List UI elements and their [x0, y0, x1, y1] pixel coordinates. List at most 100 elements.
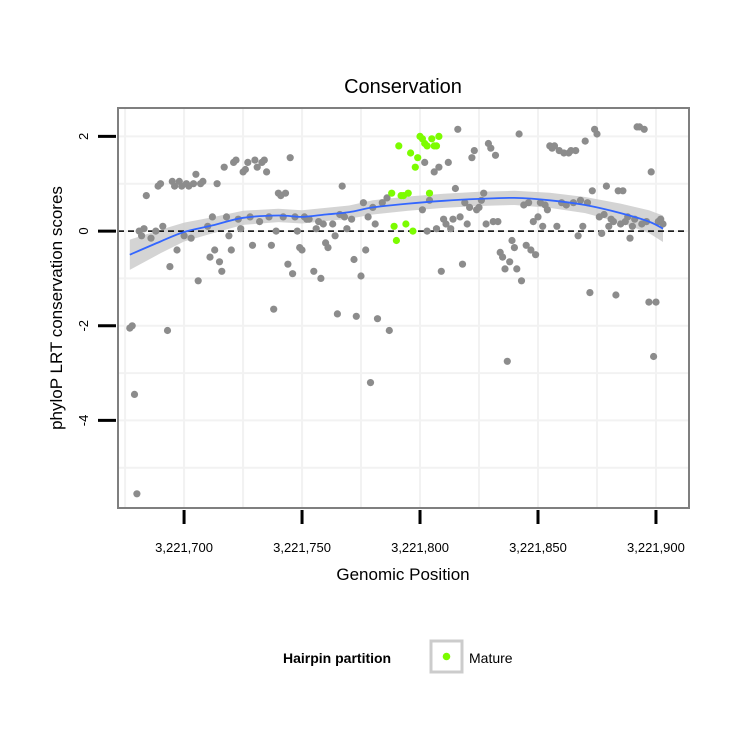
y-tick-label: -4: [76, 415, 91, 427]
data-point-other: [171, 182, 179, 190]
data-point-other: [451, 184, 459, 193]
data-point-other: [463, 220, 471, 228]
data-point-other: [281, 189, 290, 197]
data-point-other: [260, 156, 268, 164]
data-point-other: [142, 192, 150, 200]
data-point-other: [237, 225, 245, 233]
data-point-other: [494, 218, 502, 226]
data-point-other: [640, 125, 648, 133]
data-point-other: [166, 263, 174, 271]
x-tick-label: 3,221,750: [273, 540, 331, 555]
data-point-other: [525, 199, 533, 207]
data-point-other: [248, 241, 257, 249]
data-point-other: [194, 277, 202, 285]
data-point-mature: [402, 220, 410, 228]
legend: Hairpin partition Mature: [283, 639, 513, 674]
data-point-other: [267, 241, 275, 249]
y-tick-label: -2: [76, 320, 91, 332]
data-point-mature: [428, 135, 436, 143]
data-point-other: [475, 203, 483, 211]
data-point-other: [189, 180, 198, 188]
data-point-other: [163, 326, 172, 335]
data-point-other: [482, 220, 490, 228]
data-point-other: [609, 218, 618, 226]
data-point-other: [503, 357, 511, 365]
y-axis-title: phyloP LRT conservation scores: [47, 186, 66, 430]
data-point-other: [350, 255, 358, 264]
data-point-other: [253, 163, 261, 171]
data-point-other: [600, 210, 608, 219]
data-point-other: [232, 156, 240, 164]
data-point-other: [586, 289, 594, 297]
data-point-other: [244, 158, 252, 166]
data-point-other: [225, 232, 233, 240]
data-point-other: [366, 379, 375, 387]
data-point-other: [513, 265, 521, 273]
data-point-other: [130, 390, 139, 398]
data-point-other: [501, 265, 509, 273]
x-tick-label: 3,221,700: [155, 540, 213, 555]
data-point-other: [317, 274, 325, 282]
data-point-other: [579, 222, 587, 230]
data-point-other: [602, 182, 611, 190]
data-point-other: [468, 154, 476, 162]
data-point-other: [588, 187, 596, 195]
data-point-other: [256, 218, 264, 226]
data-point-other: [279, 213, 287, 221]
data-point-other: [508, 236, 516, 245]
data-point-other: [499, 253, 507, 261]
data-point-other: [432, 225, 441, 233]
data-point-other: [312, 225, 320, 233]
x-tick-label: 3,221,850: [509, 540, 567, 555]
data-point-other: [289, 270, 297, 278]
data-point-other: [298, 246, 306, 254]
data-point-other: [449, 215, 457, 223]
data-point-other: [371, 220, 379, 228]
data-point-mature: [432, 142, 441, 150]
data-point-other: [213, 180, 221, 188]
data-point-other: [340, 213, 349, 221]
data-point-other: [373, 315, 382, 323]
data-point-other: [265, 213, 273, 221]
data-points: [126, 123, 667, 498]
data-point-other: [645, 298, 653, 306]
data-point-other: [466, 203, 474, 211]
data-point-mature: [409, 227, 417, 235]
x-axis-title: Genomic Position: [336, 565, 469, 584]
data-point-other: [491, 151, 500, 159]
data-point-other: [138, 232, 146, 240]
data-point-other: [437, 267, 445, 275]
data-point-other: [506, 258, 514, 266]
data-point-other: [383, 194, 391, 202]
data-point-other: [605, 222, 613, 230]
data-point-other: [572, 147, 580, 155]
data-point-other: [272, 227, 280, 235]
data-point-other: [147, 234, 155, 242]
data-point-other: [222, 213, 231, 221]
data-point-other: [348, 215, 356, 223]
data-point-other: [385, 326, 393, 335]
data-point-mature: [407, 149, 415, 157]
data-point-other: [421, 158, 429, 166]
data-point-other: [251, 156, 259, 164]
data-point-other: [352, 312, 360, 320]
data-point-other: [612, 291, 620, 299]
data-point-other: [152, 227, 160, 235]
data-point-other: [534, 213, 542, 221]
x-tick-label: 3,221,900: [627, 540, 685, 555]
data-point-other: [241, 165, 249, 174]
data-point-other: [187, 234, 195, 242]
data-point-other: [619, 187, 627, 195]
data-point-other: [517, 277, 526, 285]
data-point-other: [362, 246, 370, 254]
data-point-other: [192, 170, 200, 178]
data-point-other: [180, 232, 188, 240]
data-point-other: [156, 180, 165, 188]
data-point-other: [470, 147, 478, 155]
data-point-other: [227, 246, 235, 254]
x-axis: 3,221,700 3,221,750 3,221,800 3,221,850 3,22…: [155, 510, 685, 555]
data-point-other: [454, 125, 462, 133]
data-point-other: [220, 163, 228, 171]
data-point-other: [343, 225, 351, 233]
data-point-mature: [390, 222, 398, 230]
